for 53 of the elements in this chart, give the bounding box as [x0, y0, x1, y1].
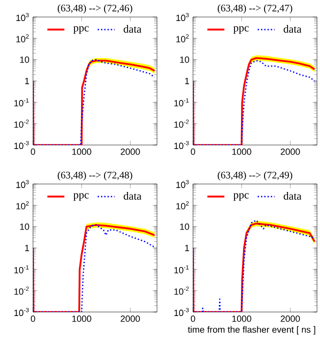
chart-title: (63,48) --> (72,48) — [58, 171, 132, 180]
y-tick-label: 1 — [25, 78, 30, 84]
x-tick-label: 2000 — [120, 316, 140, 322]
y-tick-label: 10$^{2}$ — [16, 201, 29, 210]
y-tick-label: 10$^{2}$ — [176, 34, 189, 42]
x-tick-label: 1000 — [72, 316, 92, 322]
y-tick-label: 10$^{-1}$ — [14, 265, 29, 274]
chart-title: (63,48) --> (72,47) — [218, 4, 292, 14]
x-tick-label: 2000 — [280, 316, 300, 322]
x-tick-label: 2000 — [120, 148, 140, 155]
y-tick-label: 10$^{2}$ — [176, 201, 189, 210]
x-tick-label: 0 — [30, 316, 36, 322]
y-tick-label: 10$^{-3}$ — [174, 140, 189, 150]
legend-label: data — [284, 192, 302, 200]
y-tick-label: 10 — [20, 223, 30, 230]
x-tick-label: 0 — [30, 148, 36, 155]
chart-title: (63,48) --> (72,49) — [218, 171, 292, 180]
x-tick-label: 1000 — [72, 148, 92, 155]
y-tick-label: 10$^{-1}$ — [174, 98, 189, 106]
x-tick-label: 0 — [190, 148, 196, 155]
y-tick-label: 10$^{-2}$ — [174, 120, 189, 128]
y-tick-label: 10$^{2}$ — [16, 34, 29, 42]
x-tick-label: 2000 — [280, 148, 300, 155]
x-tick-label: 0 — [190, 316, 196, 322]
y-tick-label: 10$^{-2}$ — [14, 120, 29, 128]
y-tick-label: 10$^{-2}$ — [14, 286, 29, 295]
legend-label: data — [284, 25, 302, 33]
y-tick-label: 10$^{-1}$ — [174, 265, 189, 274]
y-tick-label: 10$^{3}$ — [176, 12, 189, 22]
y-tick-label: 10$^{3}$ — [16, 12, 29, 22]
legend-label: ppc — [73, 26, 89, 34]
y-tick-label: 10 — [180, 223, 190, 230]
legend-label: data — [124, 192, 142, 200]
y-tick-label: 1 — [185, 78, 190, 84]
y-tick-label: 10 — [20, 56, 30, 63]
legend-label: ppc — [233, 193, 249, 201]
legend-label: ppc — [233, 26, 249, 34]
x-tick-label: 1000 — [232, 316, 252, 322]
x-axis-title: time from the flasher event [ ns ] — [188, 326, 316, 335]
y-tick-label: 1 — [25, 244, 30, 252]
y-tick-label: 10 — [180, 56, 190, 63]
y-tick-label: 10$^{-1}$ — [14, 98, 29, 106]
chart-title: (63,48) --> (72,46) — [58, 4, 132, 14]
legend-label: ppc — [73, 193, 89, 201]
y-tick-label: 10$^{-3}$ — [14, 140, 29, 150]
y-tick-label: 10$^{3}$ — [176, 180, 189, 188]
y-tick-label: 1 — [185, 244, 190, 252]
y-tick-label: 10$^{-2}$ — [174, 286, 189, 295]
y-tick-label: 10$^{-3}$ — [14, 308, 29, 316]
y-tick-label: 10$^{-3}$ — [174, 308, 189, 316]
y-tick-label: 10$^{3}$ — [16, 180, 29, 188]
legend-label: data — [124, 25, 142, 33]
x-tick-label: 1000 — [232, 148, 252, 155]
